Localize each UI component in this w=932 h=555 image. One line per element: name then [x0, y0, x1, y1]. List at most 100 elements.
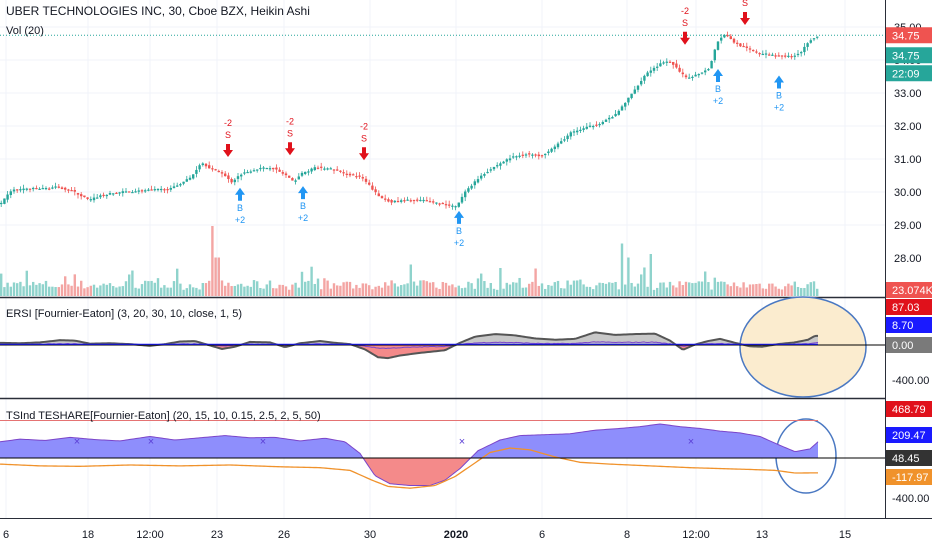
volume-bar	[25, 270, 28, 296]
candle-body	[560, 141, 563, 144]
volume-bar	[76, 286, 80, 296]
price-tick-label: 33.00	[894, 88, 922, 100]
volume-bar	[256, 281, 259, 296]
candle-body	[633, 89, 636, 94]
candle-body	[160, 188, 163, 191]
volume-bar	[326, 280, 329, 296]
volume-bar	[768, 283, 771, 296]
volume-bar	[329, 288, 332, 296]
sell-arrow-icon	[359, 147, 369, 161]
volume-bar	[204, 283, 208, 296]
chart-title[interactable]: UBER TECHNOLOGIES INC, 30, Cboe BZX, Hei…	[6, 4, 310, 18]
volume-bar	[227, 282, 230, 296]
signal-label: B	[776, 91, 782, 101]
volume-bar	[195, 287, 198, 296]
price-tick-label: 31.00	[894, 154, 922, 166]
candle-body	[608, 117, 611, 120]
signal-label: B	[715, 84, 721, 94]
candle-body	[416, 199, 419, 201]
candle-body	[697, 74, 700, 76]
candle-body	[131, 191, 134, 194]
volume-bar	[428, 282, 432, 296]
candle-body	[284, 173, 288, 176]
candle-body	[384, 198, 387, 200]
volume-bar	[185, 288, 188, 296]
volume-bar	[12, 282, 16, 296]
volume-bar	[508, 284, 512, 296]
volume-bar	[665, 287, 668, 296]
volume-bar	[128, 274, 131, 296]
candle-body	[531, 154, 534, 156]
volume-bar	[419, 280, 422, 296]
volume-bar	[217, 257, 220, 296]
volume-bar	[764, 288, 768, 296]
volume-bar	[105, 284, 108, 296]
volume-bar	[476, 278, 480, 296]
candle-body	[678, 67, 681, 72]
sell-arrow-icon	[740, 11, 750, 25]
candle-body	[380, 196, 384, 199]
volume-bar	[275, 288, 278, 296]
volume-bar	[160, 287, 163, 296]
teshare-legend[interactable]: TSInd TESHARE[Fournier-Eaton] (20, 15, 1…	[6, 410, 321, 422]
candle-body	[217, 170, 220, 173]
candle-body	[617, 110, 620, 115]
volume-bar	[28, 285, 32, 296]
volume-bar	[348, 281, 352, 296]
volume-bar	[307, 280, 310, 296]
volume-bar	[643, 267, 646, 296]
x-marker: ×	[74, 436, 80, 448]
volume-bar	[608, 282, 611, 296]
volume-legend[interactable]: Vol (20)	[6, 25, 44, 37]
volume-bar	[624, 284, 627, 296]
last-price-tag: 34.75	[892, 30, 920, 42]
candle-body	[812, 38, 816, 40]
time-tick-label: 12:00	[682, 529, 710, 541]
candle-body	[35, 187, 38, 190]
volume-bar	[512, 282, 515, 296]
volume-bar	[48, 286, 51, 296]
sell-arrow-icon	[223, 143, 233, 157]
volume-bar	[572, 280, 576, 296]
candle-body	[153, 189, 156, 191]
candle-body	[681, 72, 684, 75]
candle-body	[483, 174, 486, 176]
candle-body	[665, 61, 668, 63]
candle-body	[473, 181, 476, 186]
volume-bar	[291, 284, 294, 296]
candle-body	[361, 177, 364, 179]
candle-body	[576, 130, 579, 133]
candle-body	[86, 197, 89, 199]
volume-bar	[528, 283, 531, 296]
candle-body	[489, 169, 492, 171]
candle-body	[166, 189, 169, 191]
candle-body	[694, 74, 697, 77]
candle-body	[390, 199, 393, 203]
candle-body	[656, 66, 659, 68]
volume-bar	[131, 270, 134, 296]
candle-body	[684, 75, 688, 78]
volume-bar	[780, 289, 784, 296]
candle-body	[105, 194, 108, 197]
volume-bar	[297, 287, 300, 296]
candle-body	[432, 201, 435, 203]
candle-body	[163, 189, 166, 191]
volume-bar	[364, 283, 368, 296]
volume-bar	[156, 278, 160, 296]
candle-body	[227, 175, 230, 180]
candle-body	[444, 204, 448, 206]
volume-bar	[313, 283, 316, 296]
volume-bar	[83, 288, 86, 296]
candle-body	[726, 34, 729, 37]
candle-body	[588, 125, 592, 127]
candle-body	[348, 173, 352, 176]
candle-body	[688, 77, 691, 79]
candle-body	[307, 171, 310, 173]
volume-bar	[211, 226, 214, 296]
candle-body	[51, 187, 54, 189]
candle-body	[691, 76, 694, 79]
volume-bar	[617, 289, 620, 296]
ersi-legend[interactable]: ERSI [Fournier-Eaton] (3, 20, 30, 10, cl…	[6, 308, 243, 320]
volume-bar	[265, 284, 268, 296]
